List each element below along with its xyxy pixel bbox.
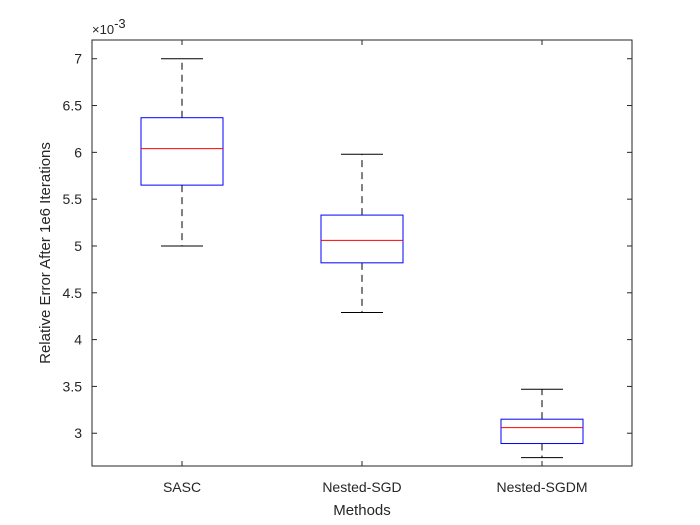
box [500,418,584,445]
x-tick-label: Nested-SGDM [496,479,587,495]
plot-area [91,39,633,467]
y-tick-label: 3.5 [63,378,83,394]
x-tick-label: Nested-SGD [322,479,401,495]
y-axis-exponent: ×10-3 [92,16,126,37]
box-group [320,153,404,313]
y-tick-label: 4.5 [63,285,83,301]
box-group [500,388,584,459]
axis-ticks: 3 3.5 4 4.5 5 5.5 6 6.5 7 SASC Nested-SGD Nested-SG… [63,40,632,495]
box-group [140,58,224,247]
y-axis-exponent-power: -3 [114,16,126,31]
box [140,117,224,186]
y-axis-exponent-base: ×10 [92,22,114,37]
box [320,214,404,264]
y-axis-title: Relative Error After 1e6 Iterations [37,142,54,364]
y-tick-label: 3 [74,425,82,441]
y-tick-label: 4 [74,332,82,348]
x-tick-label: SASC [163,479,201,495]
chart-marks [140,58,584,459]
y-tick-label: 5 [74,238,82,254]
x-axis-title: Methods [333,502,391,519]
y-tick-label: 6.5 [63,98,83,114]
y-tick-label: 7 [74,51,82,67]
y-tick-label: 6 [74,144,82,160]
y-tick-label: 5.5 [63,191,83,207]
